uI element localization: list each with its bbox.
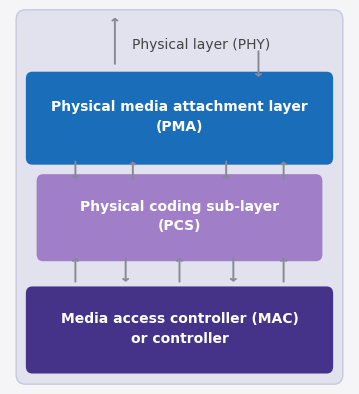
Text: (PCS): (PCS) <box>158 219 201 233</box>
Text: Physical layer (PHY): Physical layer (PHY) <box>132 38 270 52</box>
FancyBboxPatch shape <box>37 174 322 261</box>
FancyBboxPatch shape <box>26 72 333 165</box>
FancyBboxPatch shape <box>26 286 333 374</box>
Text: Physical coding sub-layer: Physical coding sub-layer <box>80 200 279 214</box>
FancyBboxPatch shape <box>16 10 343 384</box>
Text: or controller: or controller <box>131 332 228 346</box>
Text: (PMA): (PMA) <box>156 120 203 134</box>
Text: Physical media attachment layer: Physical media attachment layer <box>51 100 308 114</box>
Text: Media access controller (MAC): Media access controller (MAC) <box>61 312 298 326</box>
